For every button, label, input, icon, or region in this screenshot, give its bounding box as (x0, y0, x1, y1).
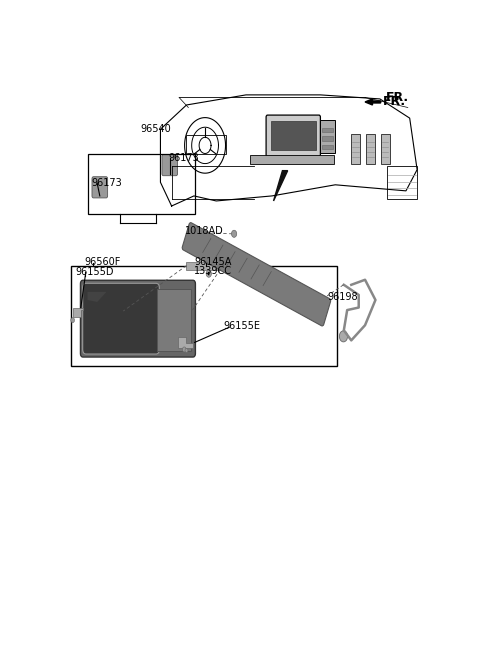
Circle shape (185, 348, 188, 352)
Polygon shape (365, 99, 381, 105)
Text: 96173: 96173 (91, 178, 121, 188)
Polygon shape (274, 171, 288, 201)
Text: 96198: 96198 (328, 293, 359, 302)
FancyBboxPatch shape (92, 176, 108, 198)
Bar (366, 134, 375, 163)
FancyBboxPatch shape (81, 280, 195, 357)
FancyBboxPatch shape (162, 154, 178, 176)
Polygon shape (178, 337, 193, 348)
FancyBboxPatch shape (83, 283, 159, 354)
Circle shape (208, 272, 210, 276)
Circle shape (339, 331, 348, 342)
Circle shape (231, 230, 237, 237)
Bar (322, 136, 333, 141)
Text: FR.: FR. (383, 96, 406, 108)
Text: 96540: 96540 (140, 124, 171, 134)
Bar (386, 165, 417, 199)
Circle shape (182, 347, 186, 352)
Polygon shape (73, 308, 83, 317)
Circle shape (71, 318, 74, 323)
Text: 1018AD: 1018AD (185, 226, 223, 236)
Text: 96145A: 96145A (194, 256, 231, 266)
FancyBboxPatch shape (266, 115, 321, 157)
Bar (271, 121, 316, 150)
Polygon shape (87, 292, 107, 302)
Text: FR.: FR. (385, 91, 408, 104)
Bar (186, 135, 226, 155)
Bar (321, 120, 335, 154)
Text: 96173: 96173 (168, 153, 199, 163)
Bar (322, 145, 333, 150)
Bar (87, 155, 195, 214)
Bar (381, 134, 390, 163)
Bar (156, 289, 191, 351)
Polygon shape (186, 262, 224, 270)
Text: 96155E: 96155E (224, 321, 261, 331)
Text: 1339CC: 1339CC (194, 266, 232, 276)
Bar (322, 128, 333, 133)
Text: 96155D: 96155D (76, 267, 114, 277)
Bar (71, 266, 337, 365)
FancyBboxPatch shape (182, 222, 331, 326)
Bar (251, 155, 334, 163)
Bar (351, 134, 360, 163)
Text: 96560F: 96560F (84, 256, 120, 266)
Circle shape (206, 270, 211, 277)
